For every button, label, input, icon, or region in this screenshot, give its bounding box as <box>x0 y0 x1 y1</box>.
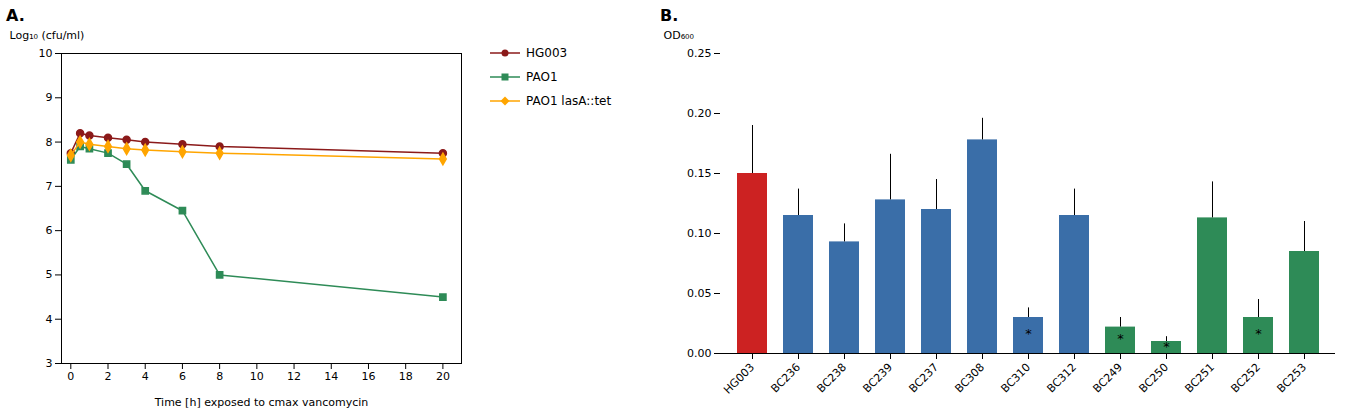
svg-text:20: 20 <box>436 370 450 383</box>
svg-text:BC238: BC238 <box>814 361 849 396</box>
svg-text:7: 7 <box>46 180 53 193</box>
svg-text:8: 8 <box>46 136 53 149</box>
html-text:A.: A. <box>6 6 25 25</box>
svg-text:3: 3 <box>46 357 53 370</box>
svg-text:Time [h] exposed to cmax vanco: Time [h] exposed to cmax vancomycin <box>154 396 369 409</box>
svg-text:0.05: 0.05 <box>687 287 712 300</box>
svg-text:*: * <box>1025 326 1032 341</box>
svg-text:Log₁₀ (cfu/ml): Log₁₀ (cfu/ml) <box>10 29 85 42</box>
svg-text:BC252: BC252 <box>1228 361 1263 396</box>
svg-text:0.25: 0.25 <box>687 47 712 60</box>
svg-text:14: 14 <box>324 370 338 383</box>
svg-text:6: 6 <box>46 224 53 237</box>
svg-text:BC251: BC251 <box>1182 361 1217 396</box>
svg-text:0: 0 <box>67 370 74 383</box>
svg-text:BC249: BC249 <box>1090 361 1125 396</box>
svg-text:12: 12 <box>287 370 301 383</box>
svg-text:8: 8 <box>216 370 223 383</box>
html-text:B.: B. <box>660 6 679 25</box>
svg-text:BC236: BC236 <box>768 361 803 396</box>
svg-text:BC237: BC237 <box>906 361 941 396</box>
svg-text:BC312: BC312 <box>1044 361 1079 396</box>
svg-text:BC310: BC310 <box>998 361 1033 396</box>
svg-text:2: 2 <box>105 370 112 383</box>
svg-text:BC239: BC239 <box>860 361 895 396</box>
html-text:HG003: HG003 <box>526 46 568 60</box>
svg-text:6: 6 <box>179 370 186 383</box>
svg-text:*: * <box>1255 326 1262 341</box>
svg-text:0.00: 0.00 <box>687 347 712 360</box>
svg-text:BC308: BC308 <box>952 361 987 396</box>
svg-text:*: * <box>1163 339 1170 354</box>
svg-text:16: 16 <box>361 370 375 383</box>
html-text:PAO1 lasA::tet: PAO1 lasA::tet <box>526 94 612 108</box>
svg-text:9: 9 <box>46 91 53 104</box>
svg-text:OD₆₀₀: OD₆₀₀ <box>664 29 695 42</box>
html-text:PAO1: PAO1 <box>526 70 558 84</box>
svg-text:*: * <box>1117 331 1124 346</box>
svg-text:0.10: 0.10 <box>687 227 712 240</box>
svg-text:4: 4 <box>142 370 149 383</box>
svg-text:5: 5 <box>46 268 53 281</box>
svg-text:HG003: HG003 <box>721 361 757 397</box>
svg-text:4: 4 <box>46 313 53 326</box>
svg-text:0.20: 0.20 <box>687 107 712 120</box>
svg-text:10: 10 <box>250 370 264 383</box>
svg-text:18: 18 <box>399 370 413 383</box>
svg-text:10: 10 <box>39 47 53 60</box>
svg-text:0.15: 0.15 <box>687 167 712 180</box>
svg-text:BC253: BC253 <box>1274 361 1309 396</box>
svg-text:BC250: BC250 <box>1136 361 1171 396</box>
